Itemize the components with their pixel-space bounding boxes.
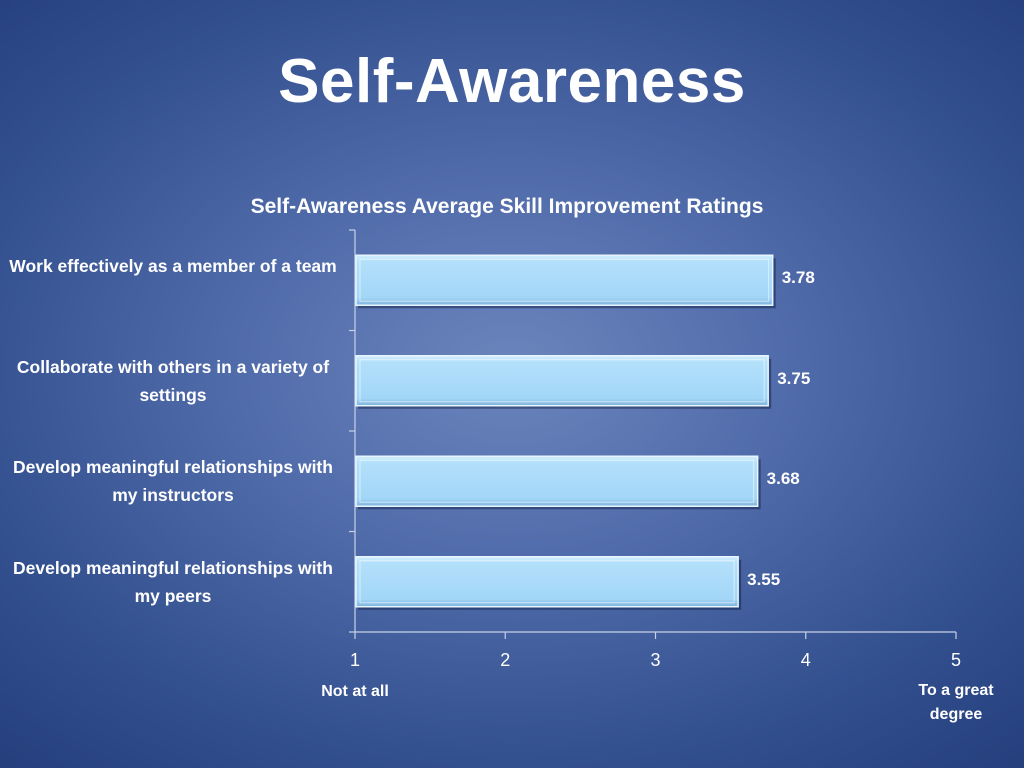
x-anchor-low-label: Not at all	[321, 683, 389, 700]
bar	[355, 455, 759, 507]
category-label: Work effectively as a member of a team	[9, 256, 337, 277]
bar-value-label: 3.78	[781, 268, 815, 288]
x-tick-label: 1	[349, 650, 360, 670]
bar-value-label: 3.75	[777, 368, 811, 388]
bar-bevel	[359, 560, 735, 604]
x-tick-label: 5	[950, 650, 961, 670]
bar-value-label: 3.68	[766, 469, 800, 489]
category-label: Develop meaningful relationships with my…	[13, 557, 333, 606]
bar-bevel	[359, 459, 755, 503]
x-anchor-high-label: To a great degree	[918, 682, 994, 723]
bar-value-label: 3.55	[747, 569, 781, 589]
slide-title: Self-Awareness	[278, 47, 746, 116]
x-tick-label: 2	[500, 650, 511, 670]
bar-bevel	[359, 258, 770, 302]
bar	[355, 355, 769, 407]
chart-title: Self-Awareness Average Skill Improvement…	[250, 195, 764, 218]
x-tick-label: 3	[650, 650, 661, 670]
bar	[355, 556, 739, 608]
bar-bevel	[359, 359, 765, 403]
category-label: Collaborate with others in a variety of …	[16, 356, 330, 405]
x-tick-label: 4	[800, 650, 811, 670]
category-label: Develop meaningful relationships with my…	[13, 457, 333, 506]
bar	[355, 254, 774, 306]
